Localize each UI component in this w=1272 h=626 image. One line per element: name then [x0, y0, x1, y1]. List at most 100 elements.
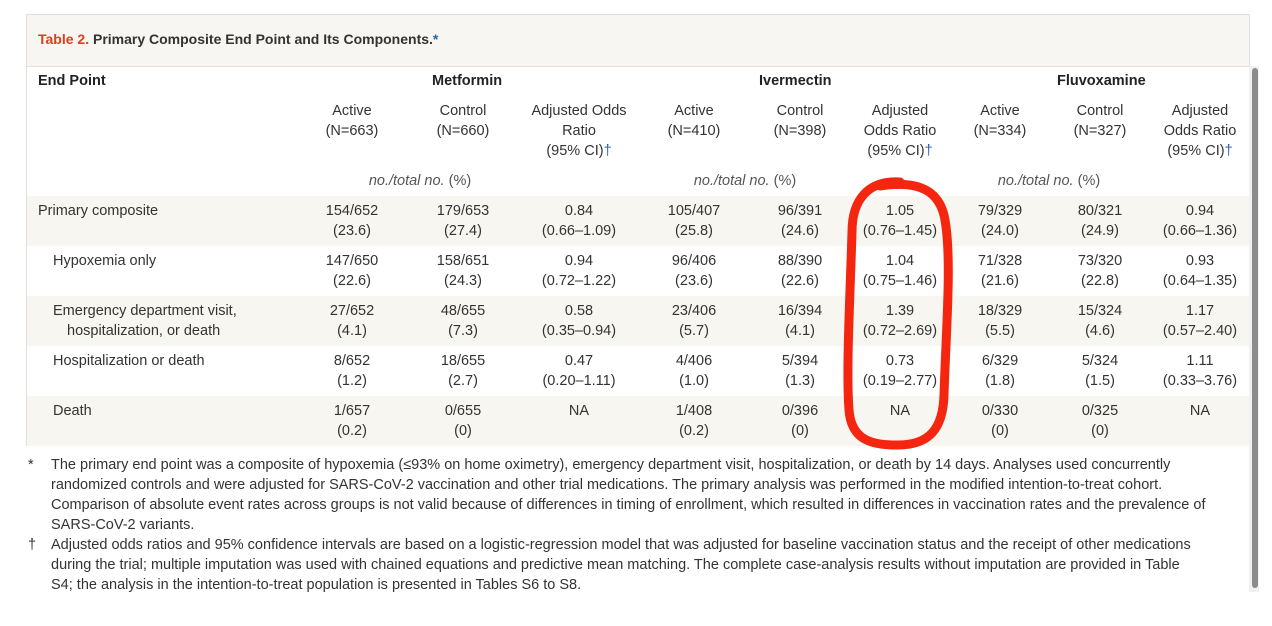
table-cell: 0.47 (0.20–1.11)	[524, 351, 634, 391]
table-cell: 1.39 (0.72–2.69)	[845, 301, 955, 341]
table-cell: 79/329 (24.0)	[945, 201, 1055, 241]
footnote-line: randomized controls and were adjusted fo…	[51, 477, 1163, 493]
table-cell: 18/329 (5.5)	[945, 301, 1055, 341]
cell-detail: (23.6)	[675, 273, 713, 289]
cell-value: 0.73	[885, 353, 915, 369]
cell-value: 71/328	[977, 253, 1023, 269]
footnote-text: Adjusted odds ratios and 95% confidence …	[51, 535, 1251, 595]
cell-value: 8/652	[333, 353, 371, 369]
cell-value: 4/406	[675, 353, 713, 369]
table-cell: 1.05 (0.76–1.45)	[845, 201, 955, 241]
scrollbar-thumb[interactable]	[1252, 68, 1258, 588]
cell-detail: (24.3)	[444, 273, 482, 289]
cell-value: 18/329	[977, 303, 1023, 319]
subheader-line: Ratio	[562, 123, 596, 139]
subheader-line: (N=327)	[1073, 123, 1127, 139]
cell-value: 1.39	[885, 303, 915, 319]
cell-detail: (1.2)	[337, 373, 367, 389]
table-cell: 96/391 (24.6)	[745, 201, 855, 241]
row-label-line: Hypoxemia only	[53, 253, 157, 269]
row-label: Hospitalization or death	[53, 351, 205, 371]
cell-detail: (23.6)	[333, 223, 371, 239]
subheader-line: (95% CI)	[546, 143, 604, 159]
cell-detail: (0.57–2.40)	[1162, 323, 1238, 339]
table-cell: 73/320 (22.8)	[1045, 251, 1155, 291]
subheader-line: (95% CI)	[1167, 143, 1225, 159]
cell-detail: (27.4)	[444, 223, 482, 239]
cell-value: 18/655	[440, 353, 486, 369]
dagger-footnote-link[interactable]: †	[1224, 143, 1233, 159]
table-cell: 8/652 (1.2)	[297, 351, 407, 391]
table-cell: 1/408 (0.2)	[639, 401, 749, 441]
cell-detail: (0.19–2.77)	[862, 373, 938, 389]
column-subheader: Control (N=327)	[1040, 101, 1160, 141]
table-cell: 80/321 (24.9)	[1045, 201, 1155, 241]
dagger-footnote-link[interactable]: †	[924, 143, 933, 159]
cell-detail: (0)	[791, 423, 809, 439]
table-cell: 0/325 (0)	[1045, 401, 1155, 441]
cell-value: 1.17	[1185, 303, 1215, 319]
table-title-band: Table 2. Primary Composite End Point and…	[27, 15, 1249, 67]
subheader-line: Active	[980, 103, 1020, 119]
units-label-ivermectin: no./total no. (%)	[693, 173, 797, 189]
cell-detail: (2.7)	[448, 373, 478, 389]
column-subheader: Active (N=334)	[940, 101, 1060, 141]
subheader-line: (N=398)	[773, 123, 827, 139]
cell-value: 0.94	[1185, 203, 1215, 219]
column-subheader: Adjusted Odds Ratio (95% CI)†	[1140, 101, 1260, 161]
cell-detail: (0.66–1.09)	[541, 223, 617, 239]
group-header-fluvoxamine: Fluvoxamine	[1057, 73, 1146, 89]
column-subheader: Control (N=398)	[740, 101, 860, 141]
cell-detail: (0.72–1.22)	[541, 273, 617, 289]
footnote-line: The primary end point was a composite of…	[51, 457, 1171, 473]
cell-value: 0.93	[1185, 253, 1215, 269]
row-label: Primary composite	[38, 201, 158, 221]
cell-value: 96/391	[777, 203, 823, 219]
cell-detail: (0)	[991, 423, 1009, 439]
footnote: * The primary end point was a composite o…	[28, 455, 1258, 535]
cell-detail: (24.6)	[781, 223, 819, 239]
column-subheader: Adjusted Odds Ratio (95% CI)†	[519, 101, 639, 161]
table-cell: 5/324 (1.5)	[1045, 351, 1155, 391]
cell-detail: (0.75–1.46)	[862, 273, 938, 289]
row-band-primary	[27, 196, 1249, 246]
row-band-ed-visit	[27, 296, 1249, 346]
table-cell: 1.17 (0.57–2.40)	[1145, 301, 1255, 341]
table-cell: 1.04 (0.75–1.46)	[845, 251, 955, 291]
cell-value: 179/653	[436, 203, 490, 219]
cell-value: 96/406	[671, 253, 717, 269]
cell-detail: (0.72–2.69)	[862, 323, 938, 339]
cell-detail: (1.5)	[1085, 373, 1115, 389]
table-cell: 15/324 (4.6)	[1045, 301, 1155, 341]
table-cell: 154/652 (23.6)	[297, 201, 407, 241]
subheader-line: Control	[776, 103, 824, 119]
subheader-line: Control	[1076, 103, 1124, 119]
cell-value: 80/321	[1077, 203, 1123, 219]
subheader-line: Adjusted	[871, 103, 929, 119]
cell-detail: (0)	[454, 423, 472, 439]
footnote-line: SARS-CoV-2 variants.	[51, 517, 195, 533]
footnote-text: The primary end point was a composite of…	[51, 455, 1251, 535]
cell-value: NA	[568, 403, 590, 419]
table-cell: 71/328 (21.6)	[945, 251, 1055, 291]
column-subheader: Adjusted Odds Ratio (95% CI)†	[840, 101, 960, 161]
cell-detail: (0.2)	[679, 423, 709, 439]
cell-value: 0/396	[781, 403, 819, 419]
column-subheader: Active (N=410)	[634, 101, 754, 141]
cell-detail: (1.3)	[785, 373, 815, 389]
row-label-line: Emergency department visit,	[53, 303, 237, 319]
table-number: Table 2.	[38, 31, 90, 47]
cell-detail: (0.66–1.36)	[1162, 223, 1238, 239]
dagger-footnote-link[interactable]: †	[603, 143, 612, 159]
cell-value: 48/655	[440, 303, 486, 319]
cell-detail: (0.76–1.45)	[862, 223, 938, 239]
subheader-ci-line: (95% CI)†	[840, 141, 960, 161]
footnote: † Adjusted odds ratios and 95% confidence…	[28, 535, 1258, 595]
cell-value: 88/390	[777, 253, 823, 269]
cell-detail: (4.1)	[337, 323, 367, 339]
row-band-death	[27, 396, 1249, 446]
asterisk-footnote-link[interactable]: *	[432, 31, 439, 47]
footnote-line: S4; the analysis in the intention-to-tre…	[51, 577, 582, 593]
units-label-metformin: no./total no. (%)	[368, 173, 472, 189]
cell-value: NA	[1189, 403, 1211, 419]
